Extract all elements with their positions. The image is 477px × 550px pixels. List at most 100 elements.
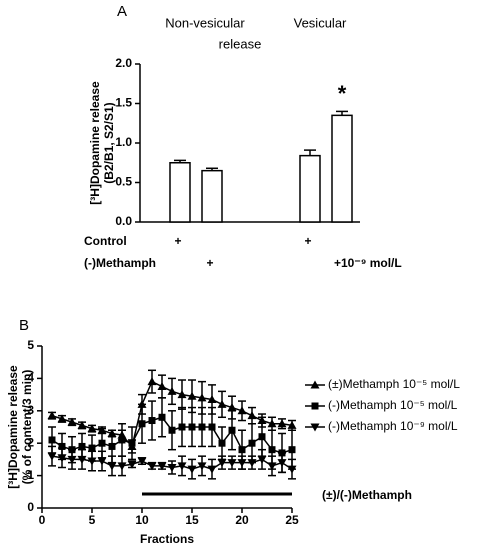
marker xyxy=(98,439,106,447)
marker xyxy=(138,420,146,428)
marker xyxy=(310,380,320,389)
marker xyxy=(47,452,57,461)
condition-label: Control xyxy=(84,234,127,248)
marker xyxy=(177,390,187,399)
y-axis-label: (% of content/3 min) xyxy=(20,370,34,485)
marker xyxy=(277,459,287,468)
significance-mark: * xyxy=(338,81,347,106)
y-tick-label: 3 xyxy=(27,403,34,417)
marker xyxy=(77,420,87,429)
marker xyxy=(147,377,157,386)
y-tick-label: 1.5 xyxy=(115,96,132,110)
bar xyxy=(201,169,223,223)
panel-label: B xyxy=(19,317,29,334)
marker xyxy=(288,446,296,454)
marker xyxy=(228,426,236,434)
marker xyxy=(67,417,77,426)
legend-label: (-)Methamph 10⁻⁹ mol/L xyxy=(328,419,458,433)
marker xyxy=(87,457,97,466)
legend-entry: (-)Methamph 10⁻⁵ mol/L xyxy=(305,398,458,412)
marker xyxy=(197,462,207,471)
legend-entry: (-)Methamph 10⁻⁹ mol/L xyxy=(305,419,458,433)
marker xyxy=(137,457,147,466)
x-tick-label: 15 xyxy=(185,513,199,527)
marker xyxy=(217,399,227,408)
marker xyxy=(311,402,319,410)
condition-label: (-)Methamph xyxy=(84,256,156,270)
marker xyxy=(147,462,157,471)
y-tick-label: 1 xyxy=(27,468,34,482)
marker xyxy=(208,423,216,431)
marker xyxy=(227,403,237,412)
marker xyxy=(197,393,207,402)
legend-label: (-)Methamph 10⁻⁵ mol/L xyxy=(328,398,458,412)
marker xyxy=(157,382,167,390)
y-tick-label: 0.0 xyxy=(115,214,132,228)
group-label: Non-vesicular xyxy=(165,15,245,30)
condition-mark: + xyxy=(304,234,311,248)
y-tick-label: 0.5 xyxy=(115,175,132,189)
marker xyxy=(178,423,186,431)
marker xyxy=(187,465,197,474)
y-axis-label: [³H]Dopamine release xyxy=(6,365,20,489)
marker xyxy=(58,442,66,450)
marker xyxy=(127,460,137,469)
marker xyxy=(148,417,156,425)
marker xyxy=(48,436,56,444)
marker xyxy=(128,439,136,447)
marker xyxy=(287,465,297,474)
marker xyxy=(207,394,217,403)
marker xyxy=(117,462,127,471)
x-axis-label: Fractions xyxy=(140,532,194,546)
marker xyxy=(57,454,67,463)
marker xyxy=(267,419,277,428)
marker xyxy=(87,424,97,433)
marker xyxy=(268,446,276,454)
legend-entry: (±)Methamph 10⁻⁵ mol/L xyxy=(305,377,460,391)
marker xyxy=(267,462,277,471)
marker xyxy=(218,439,226,447)
marker xyxy=(108,442,116,450)
marker xyxy=(88,444,96,452)
marker xyxy=(237,459,247,468)
marker xyxy=(287,420,297,429)
y-tick-label: 2.0 xyxy=(115,56,132,70)
panel-label: A xyxy=(117,3,127,20)
marker xyxy=(247,411,257,420)
x-tick-label: 0 xyxy=(39,513,46,527)
marker xyxy=(157,462,167,471)
group-label: Vesicular xyxy=(294,15,347,30)
y-tick-label: 5 xyxy=(27,338,34,352)
x-tick-label: 5 xyxy=(89,513,96,527)
y-tick-label: 0 xyxy=(27,500,34,514)
marker xyxy=(158,413,166,421)
condition-mark: + xyxy=(206,256,213,270)
x-tick-label: 20 xyxy=(235,513,249,527)
marker xyxy=(177,462,187,471)
y-tick-label: 2 xyxy=(27,435,34,449)
marker xyxy=(258,433,266,441)
marker xyxy=(168,426,176,434)
legend-label: (±)Methamph 10⁻⁵ mol/L xyxy=(328,377,460,391)
bar xyxy=(331,114,353,223)
y-axis-label: [³H]Dopamine release xyxy=(88,81,102,205)
x-tick-label: 25 xyxy=(285,513,299,527)
y-tick-label: 4 xyxy=(27,371,34,385)
marker xyxy=(198,423,206,431)
marker xyxy=(310,423,320,432)
bar xyxy=(299,154,321,223)
marker xyxy=(257,455,267,464)
marker xyxy=(47,411,57,420)
marker xyxy=(207,465,217,474)
marker xyxy=(167,464,177,472)
marker xyxy=(57,414,67,423)
treatment-label: (±)/(-)Methamph xyxy=(322,488,412,502)
marker xyxy=(277,419,287,428)
y-axis-label: (B2/B1, S2/S1) xyxy=(102,102,116,183)
marker xyxy=(67,455,77,464)
marker xyxy=(247,459,257,468)
marker xyxy=(118,436,126,444)
marker xyxy=(227,459,237,468)
condition-mark: + xyxy=(174,234,181,248)
